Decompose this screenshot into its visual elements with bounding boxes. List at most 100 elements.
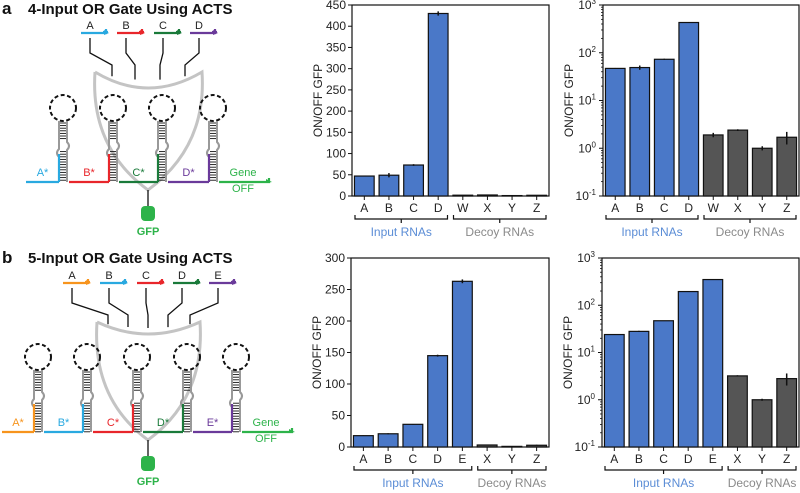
y-tick-label: 100 [326, 147, 346, 161]
hairpin-stem-right [41, 370, 45, 432]
group-label: Input RNAs [633, 476, 694, 490]
x-tick-label: C [409, 452, 418, 466]
x-tick-label: X [733, 452, 741, 466]
x-tick-label: E [709, 452, 717, 466]
tick-base: 10 [578, 94, 592, 108]
hairpin-stem-right [239, 370, 243, 432]
hairpin-loop [73, 343, 101, 371]
bar-E [451, 280, 473, 448]
input-connector-line [89, 38, 113, 77]
input-connector-line [189, 288, 219, 325]
input-label: B [105, 270, 112, 282]
x-tick-label: Z [783, 452, 790, 466]
arrowhead-icon [86, 280, 91, 285]
y-tick-label: 10-1 [576, 188, 597, 203]
y-tick-label: 102 [578, 45, 596, 60]
gene-arrow-icon [289, 429, 295, 433]
group-bracket [452, 215, 547, 223]
input-connector-line [145, 288, 149, 328]
gene-state-label: OFF [232, 183, 254, 195]
x-tick-label: C [659, 452, 668, 466]
x-tick-label: X [483, 452, 491, 466]
input-label: C [142, 270, 150, 282]
group-bracket [477, 466, 547, 474]
bar-D [677, 290, 699, 448]
bar-D [678, 21, 700, 197]
diagram-panel-a: a 4-Input OR Gate Using ACTS A B C D A* B* C* D* G… [2, 0, 272, 238]
bar-Y [751, 399, 773, 448]
bar-Z [776, 378, 798, 448]
tick-exponent: 0 [592, 140, 597, 149]
input-promoter-arrow-icon [209, 279, 236, 285]
bar-X [727, 129, 749, 197]
group-label: Decoy RNAs [465, 225, 534, 239]
bar-C [403, 164, 425, 197]
bar-C [402, 423, 424, 448]
y-tick-label: 10-1 [575, 439, 596, 454]
reporter-label: GFP [137, 476, 160, 488]
bar-D [427, 12, 449, 197]
tick-base: 10 [577, 298, 591, 312]
group-bracket [353, 466, 473, 474]
y-axis-label: ON/OFF GFP [562, 64, 576, 137]
bar-B [629, 66, 651, 197]
x-tick-label: B [635, 452, 643, 466]
input-label: B [122, 20, 129, 32]
plot-frame [350, 257, 550, 448]
y-axis-label: ON/OFF GFP [561, 316, 575, 389]
x-tick-label: X [734, 201, 742, 215]
hairpin-loop [173, 343, 201, 371]
input-label: A [86, 20, 94, 32]
x-tick-label: E [458, 452, 466, 466]
acts-scaffold-shape [93, 69, 204, 192]
arrowhead-icon [232, 280, 237, 285]
input-connector-line [167, 288, 183, 328]
y-tick-label: 100 [578, 140, 596, 155]
y-tick-label: 101 [577, 345, 595, 360]
gene-arrow-icon [266, 179, 272, 183]
tick-exponent: -1 [588, 439, 596, 448]
complement-label: E* [207, 417, 219, 429]
x-tick-label: D [434, 201, 443, 215]
hairpin-stem-right [165, 121, 169, 182]
bar-C [653, 58, 675, 197]
hairpin-loop [148, 94, 176, 122]
arrowhead-icon [177, 30, 182, 35]
y-tick-label: 50 [333, 168, 347, 182]
bar-X [476, 444, 498, 448]
tick-base: 10 [577, 251, 591, 265]
input-promoter-arrow-icon [63, 279, 90, 285]
y-axis-label: ON/OFF GFP [310, 316, 324, 389]
panel-letter: b [2, 248, 12, 267]
panel-title: 5-Input OR Gate Using ACTS [28, 250, 232, 267]
x-tick-label: D [433, 452, 442, 466]
input-connector-line [71, 288, 109, 325]
group-bracket [354, 215, 449, 223]
bar-A [604, 67, 626, 197]
y-tick-label: 250 [325, 283, 345, 297]
gene-state-label: OFF [255, 433, 277, 445]
input-connector-line [108, 288, 129, 328]
bar-E [702, 278, 724, 448]
tick-exponent: 0 [591, 392, 596, 401]
x-tick-label: A [360, 201, 368, 215]
input-label: D [195, 20, 203, 32]
group-label: Input RNAs [371, 225, 432, 239]
group-label: Decoy RNAs [728, 476, 797, 490]
input-connector-line [125, 38, 136, 80]
bar-D [427, 355, 449, 448]
x-tick-label: D [684, 452, 693, 466]
input-connector-line [184, 38, 200, 77]
x-tick-label: Y [758, 201, 766, 215]
tick-exponent: 3 [592, 0, 597, 6]
y-tick-label: 103 [578, 0, 596, 12]
complement-label: B* [58, 417, 70, 429]
bar-B [377, 433, 399, 448]
bar-Y [751, 147, 773, 197]
panel-letter: a [2, 0, 12, 18]
tick-exponent: 2 [591, 297, 596, 306]
tick-exponent: 1 [591, 345, 596, 354]
tick-exponent: 2 [592, 45, 597, 54]
